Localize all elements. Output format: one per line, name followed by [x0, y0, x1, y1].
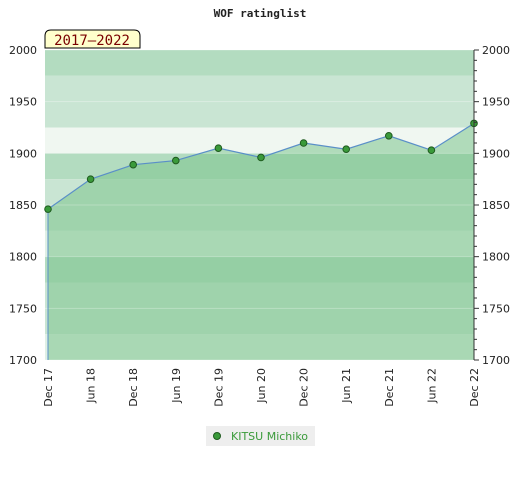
y-tick-label-left: 1850: [9, 199, 37, 212]
y-tick-label-right: 1950: [482, 96, 510, 109]
x-tick-label: Jun 20: [255, 368, 268, 404]
data-point: [299, 139, 308, 147]
y-tick-label-right: 1800: [482, 251, 510, 264]
rating-area: [48, 123, 474, 360]
data-point: [44, 205, 52, 213]
legend-marker-icon: [213, 432, 221, 440]
period-badge: 2017–2022: [44, 29, 141, 49]
x-tick-label: Dec 22: [468, 368, 481, 407]
x-axis: Dec 17 Jun 18 Dec 18 Jun 19 Dec 19 Jun 20 Dec …: [42, 368, 481, 407]
legend-box: [206, 426, 315, 446]
x-tick-label: Dec 21: [383, 368, 396, 407]
data-point: [214, 144, 223, 152]
chart-title: WOF ratinglist: [214, 7, 307, 20]
data-point: [342, 145, 351, 153]
y-tick-label-left: 1750: [9, 302, 37, 315]
background-band: [45, 50, 474, 76]
y-tick-label-left: 1950: [9, 96, 37, 109]
grid-lines: [45, 49, 474, 361]
period-badge-label: 2017–2022: [54, 33, 130, 49]
data-point: [257, 153, 265, 162]
data-point: [129, 160, 137, 169]
y-tick-label-left: 1700: [9, 354, 37, 367]
background-band: [45, 75, 474, 102]
x-tick-label: Dec 19: [212, 368, 225, 407]
rating-area-fill: [48, 123, 474, 360]
y-tick-label-right: 2000: [482, 44, 510, 57]
y-tick-label-right: 1850: [482, 199, 510, 212]
data-point: [86, 175, 95, 183]
data-point: [385, 131, 393, 140]
x-tick-label: Jun 18: [85, 368, 98, 404]
data-point: [427, 146, 436, 155]
data-point: [172, 156, 180, 165]
x-tick-label: Dec 17: [42, 368, 55, 407]
x-tick-label: Jun 22: [425, 368, 438, 404]
y-tick-label-right: 1700: [482, 354, 510, 367]
x-tick-label: Jun 19: [170, 368, 183, 404]
y-tick-label-right: 1900: [482, 147, 510, 160]
y-tick-label-right: 1750: [482, 302, 510, 315]
y-tick-label-left: 2000: [9, 44, 37, 57]
legend: KITSU Michiko: [206, 426, 315, 446]
y-tick-label-left: 1800: [9, 251, 37, 264]
y-axis-right: 1700 1750 1800 1850 1900 1950 2000: [473, 44, 510, 367]
y-axis-left: 1700 1750 1800 1850 1900 1950 2000: [9, 44, 37, 367]
y-tick-label-left: 1900: [9, 147, 37, 160]
background-band: [45, 101, 474, 128]
x-tick-label: Jun 21: [340, 368, 353, 404]
x-tick-label: Dec 20: [298, 368, 311, 407]
x-tick-label: Dec 18: [127, 368, 140, 407]
legend-label: KITSU Michiko: [231, 430, 308, 443]
